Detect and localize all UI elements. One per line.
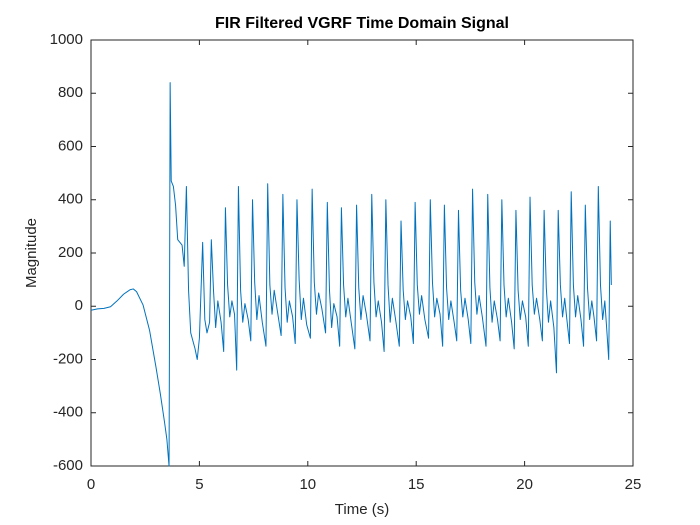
x-tick-label: 25	[625, 476, 642, 493]
plot-box	[90, 39, 634, 467]
y-tick-label: -200	[53, 350, 83, 367]
y-tick-label: 600	[58, 137, 83, 154]
x-axis-label: Time (s)	[335, 501, 389, 518]
signal-line	[90, 82, 612, 467]
y-axis-label: Magnitude	[23, 218, 40, 288]
y-tick-label: 800	[58, 84, 83, 101]
y-tick-label: 200	[58, 244, 83, 261]
x-tick-label: 0	[87, 476, 95, 493]
chart-title: FIR Filtered VGRF Time Domain Signal	[215, 15, 509, 32]
x-tick-label: 5	[195, 476, 203, 493]
y-tick-label: -600	[53, 457, 83, 474]
x-tick-label: 20	[516, 476, 533, 493]
y-tick-label: 1000	[50, 31, 83, 48]
x-tick-label: 15	[408, 476, 425, 493]
x-tick-label: 10	[299, 476, 316, 493]
y-tick-label: 0	[75, 297, 83, 314]
y-tick-label: -400	[53, 404, 83, 421]
y-tick-label: 400	[58, 191, 83, 208]
